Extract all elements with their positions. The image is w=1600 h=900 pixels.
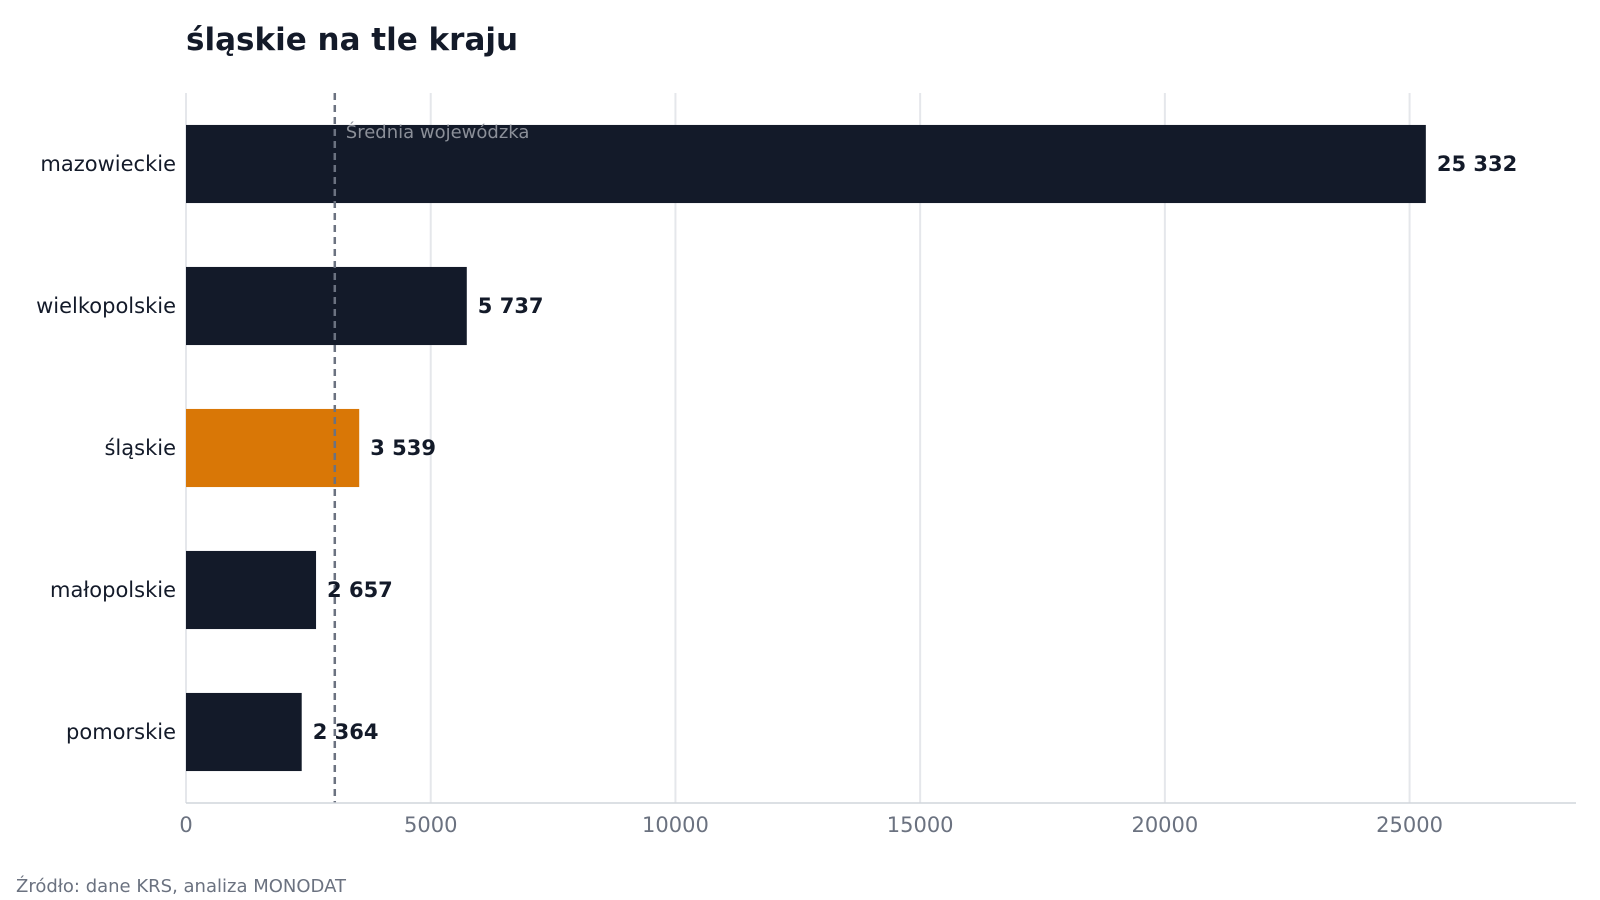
value-label: 2 364 (313, 720, 379, 744)
bars (186, 124, 1426, 772)
grid-lines (185, 93, 1411, 803)
value-label: 25 332 (1437, 152, 1517, 176)
category-label: mazowieckie (40, 152, 176, 176)
bar-3 (186, 550, 317, 630)
category-label: małopolskie (50, 578, 176, 602)
bar-1 (186, 266, 467, 346)
category-label: pomorskie (66, 720, 176, 744)
category-label: śląskie (104, 436, 176, 460)
value-label: 3 539 (370, 436, 436, 460)
category-label: wielkopolskie (36, 294, 176, 318)
source-note: Źródło: dane KRS, analiza MONODAT (16, 876, 346, 897)
bar-4 (186, 692, 302, 772)
category-labels: mazowieckie wielkopolskie śląskie małopolsk… (36, 152, 176, 744)
value-label: 2 657 (327, 578, 393, 602)
x-axis: 0 5000 10000 15000 20000 25000 (179, 802, 1576, 837)
value-labels: 25 332 5 737 3 539 2 657 2 364 (313, 152, 1518, 744)
x-tick-label: 20000 (1131, 813, 1198, 837)
x-tick-label: 10000 (642, 813, 709, 837)
bar-0 (186, 124, 1426, 204)
chart-title: śląskie na tle kraju (186, 22, 519, 58)
reference-line-label: Średnia wojewódzka (346, 121, 530, 143)
x-tick-label: 0 (179, 813, 192, 837)
value-label: 5 737 (478, 294, 544, 318)
bar-2 (186, 408, 360, 488)
x-tick-label: 15000 (887, 813, 954, 837)
x-tick-label: 5000 (404, 813, 457, 837)
reference-line-group: Średnia wojewódzka (333, 93, 530, 803)
x-tick-label: 25000 (1376, 813, 1443, 837)
